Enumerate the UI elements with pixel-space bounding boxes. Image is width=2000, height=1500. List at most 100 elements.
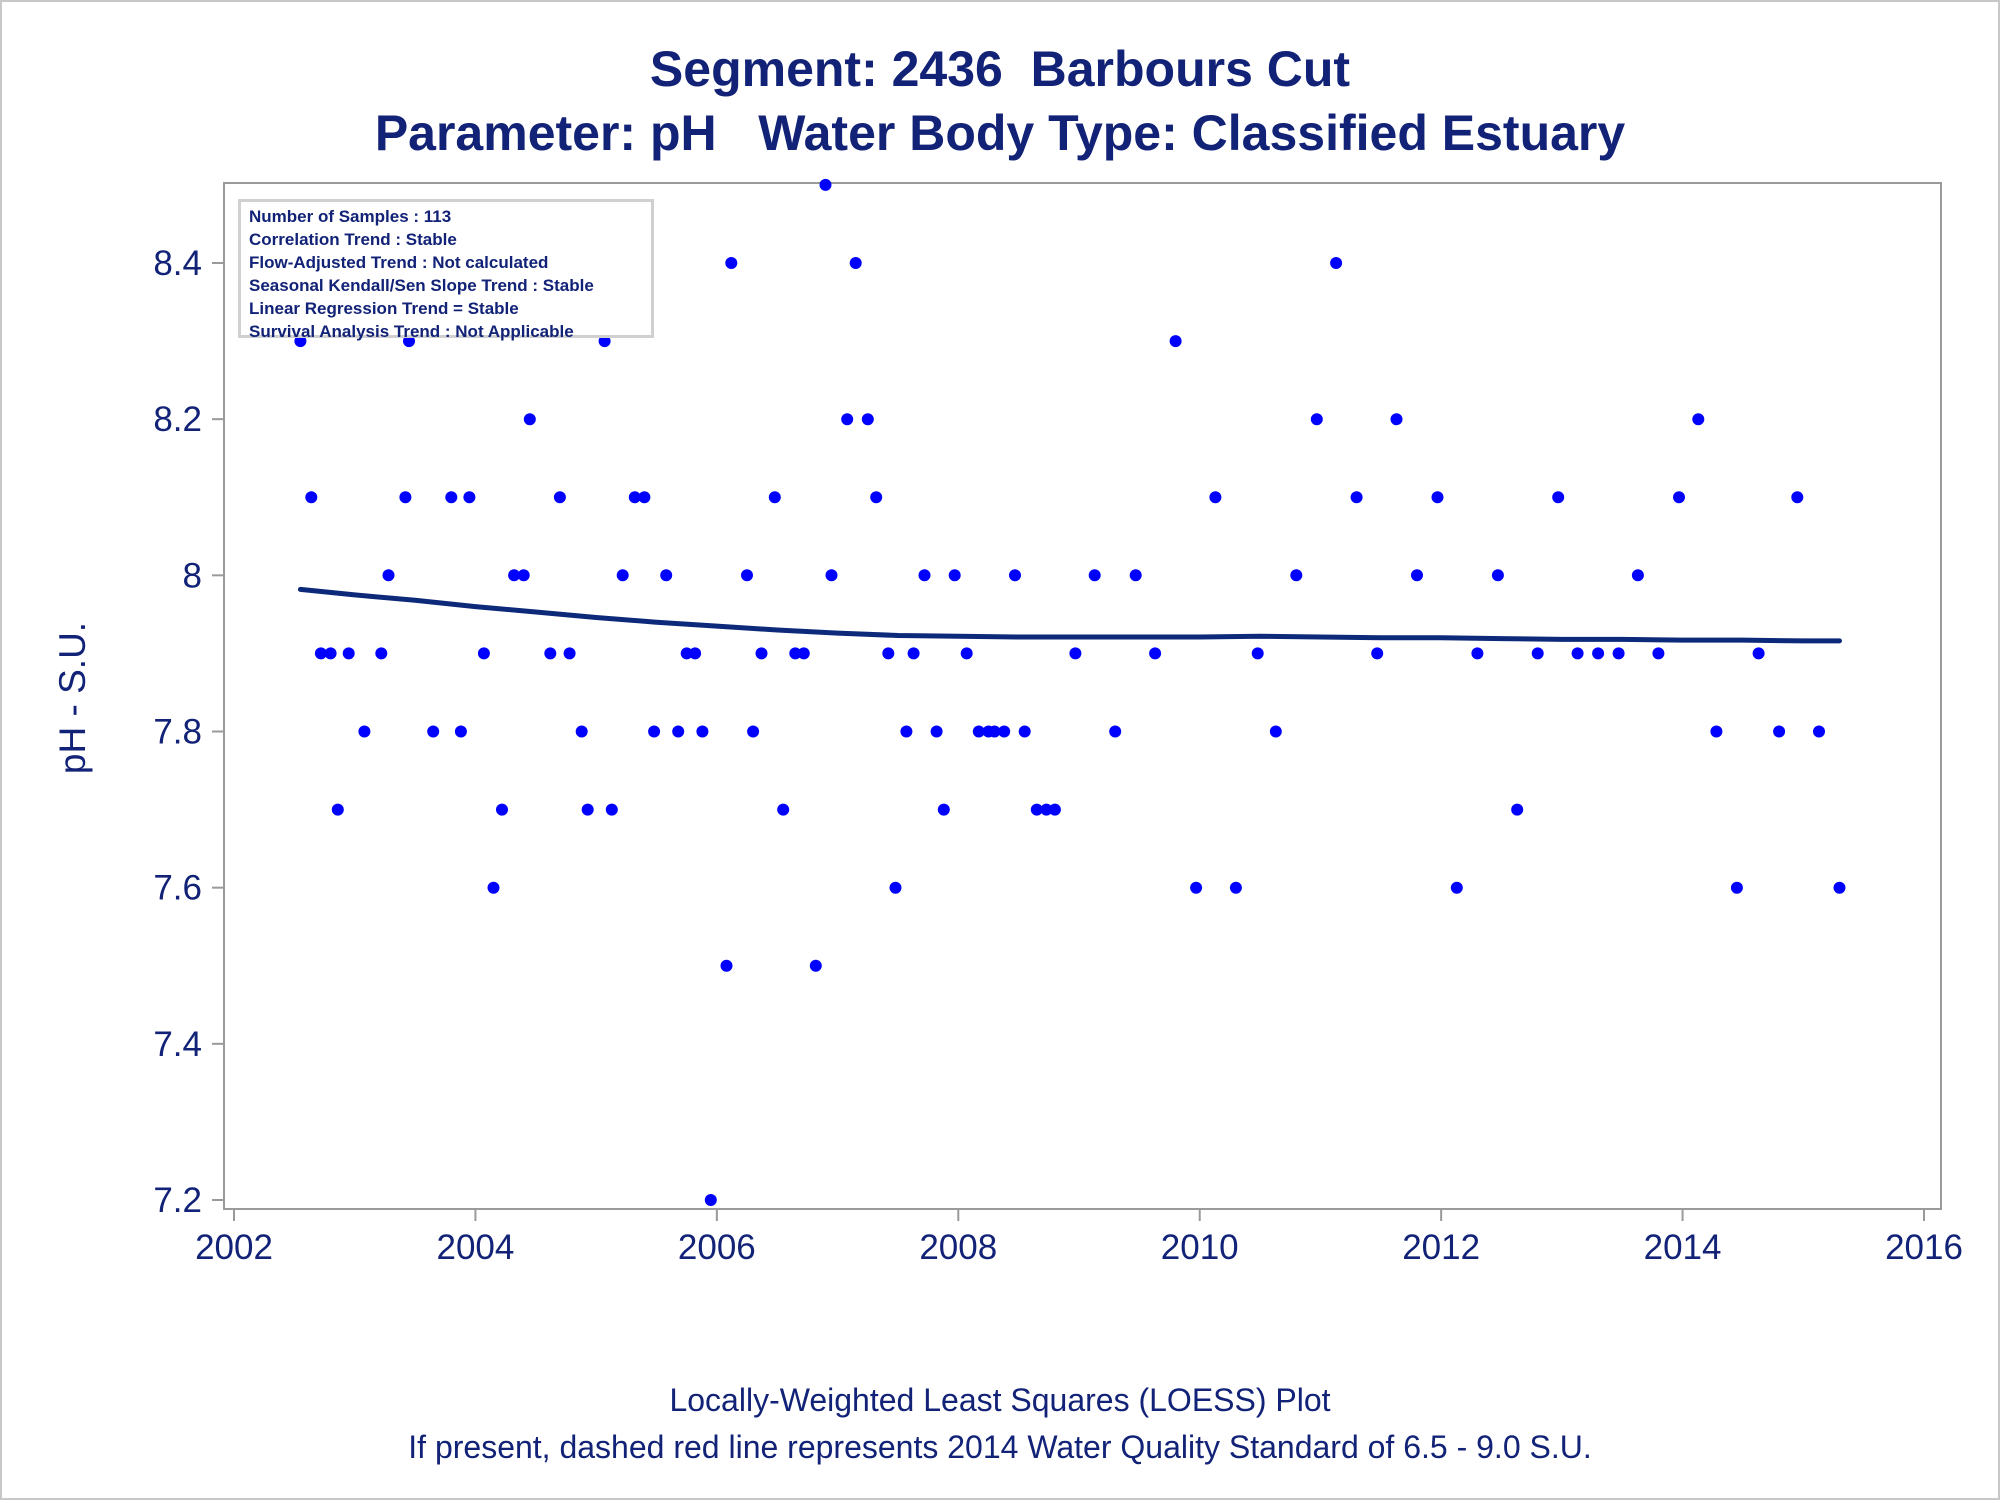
data-point <box>755 647 768 660</box>
data-point <box>1069 647 1082 660</box>
data-point <box>477 647 490 660</box>
y-axis: 7.2 7.4 7.6 7.8 8 8.2 8.4 <box>153 244 224 1220</box>
data-point <box>331 803 344 816</box>
data-point <box>972 725 985 738</box>
data-point <box>487 881 500 894</box>
data-point <box>305 491 318 504</box>
data-point <box>918 569 931 582</box>
data-point <box>342 647 355 660</box>
data-point <box>324 647 337 660</box>
data-point <box>403 335 415 348</box>
data-points <box>294 178 1846 1206</box>
data-point <box>1752 647 1765 660</box>
data-point <box>680 647 693 660</box>
data-point <box>1773 725 1786 738</box>
data-point <box>1431 491 1444 504</box>
data-point <box>741 569 753 582</box>
data-point <box>358 725 371 738</box>
x-tick-label: 2012 <box>1402 1228 1480 1267</box>
x-tick-label: 2014 <box>1644 1228 1722 1267</box>
info-survival-analysis-trend: Survival Analysis Trend : Not Applicable <box>249 322 574 341</box>
data-point <box>399 491 412 504</box>
data-point <box>1511 803 1524 816</box>
footnote-method: Locally-Weighted Least Squares (LOESS) P… <box>669 1382 1331 1418</box>
data-point <box>1552 491 1565 504</box>
data-point <box>638 491 651 504</box>
data-point <box>1791 491 1804 504</box>
data-point <box>1169 335 1182 348</box>
data-point <box>1450 881 1463 894</box>
data-point <box>1531 647 1544 660</box>
data-point <box>508 569 521 582</box>
data-point <box>427 725 440 738</box>
data-point <box>889 881 902 894</box>
x-tick-label: 2006 <box>678 1228 756 1267</box>
data-point <box>1109 725 1122 738</box>
y-tick-label: 7.4 <box>153 1025 202 1064</box>
data-point <box>689 647 702 660</box>
footnote-standard: If present, dashed red line represents 2… <box>408 1429 1592 1465</box>
data-point <box>1251 647 1264 660</box>
data-point <box>496 803 508 816</box>
data-point <box>870 491 883 504</box>
data-point <box>605 803 618 816</box>
data-point <box>819 178 832 191</box>
y-tick-label: 7.2 <box>153 1181 202 1220</box>
data-point <box>1310 413 1323 426</box>
data-point <box>797 647 810 660</box>
data-point <box>1673 491 1685 504</box>
data-point <box>747 725 760 738</box>
data-point <box>720 959 733 972</box>
data-point <box>1190 881 1203 894</box>
data-point <box>900 725 913 738</box>
data-point <box>1149 647 1162 660</box>
data-point <box>382 569 395 582</box>
data-point <box>1813 725 1825 738</box>
data-point <box>553 491 566 504</box>
data-point <box>1018 725 1031 738</box>
data-point <box>575 725 588 738</box>
data-point <box>523 413 536 426</box>
data-point <box>1269 725 1282 738</box>
data-point <box>1491 569 1504 582</box>
data-point <box>789 647 802 660</box>
data-point <box>1592 647 1605 660</box>
data-point <box>988 725 1001 738</box>
data-point <box>314 647 327 660</box>
y-tick-label: 8.4 <box>153 244 202 283</box>
data-point <box>628 491 641 504</box>
data-point <box>1371 647 1384 660</box>
data-point <box>454 725 467 738</box>
y-axis-label: pH - S.U. <box>52 622 93 774</box>
data-point <box>598 335 611 348</box>
loess-trend-line <box>297 586 1842 644</box>
data-point <box>517 569 530 582</box>
data-point <box>1229 881 1242 894</box>
trend-info-box: Number of Samples : 113 Correlation Tren… <box>238 199 654 341</box>
y-tick-label: 8.2 <box>153 400 202 439</box>
data-point <box>768 491 781 504</box>
data-point <box>1030 803 1043 816</box>
info-correlation-trend: Correlation Trend : Stable <box>249 230 457 249</box>
data-point <box>998 725 1011 738</box>
data-point <box>696 725 709 738</box>
data-point <box>1833 881 1846 894</box>
data-point <box>960 647 973 660</box>
data-point <box>1692 413 1705 426</box>
chart-title: Segment: 2436 Barbours Cut <box>649 41 1351 97</box>
data-point <box>1040 803 1053 816</box>
data-point <box>544 647 557 660</box>
y-tick-label: 8 <box>183 556 202 595</box>
plot-area <box>223 182 1942 1210</box>
data-point <box>445 491 458 504</box>
data-point <box>1290 569 1303 582</box>
data-point <box>1730 881 1743 894</box>
data-point <box>1350 491 1363 504</box>
data-point <box>1411 569 1423 582</box>
y-tick-label: 7.6 <box>153 869 202 908</box>
x-tick-label: 2004 <box>436 1228 514 1267</box>
data-point <box>1471 647 1484 660</box>
x-tick-label: 2010 <box>1161 1228 1239 1267</box>
info-seasonal-kendall-trend: Seasonal Kendall/Sen Slope Trend : Stabl… <box>249 276 594 295</box>
